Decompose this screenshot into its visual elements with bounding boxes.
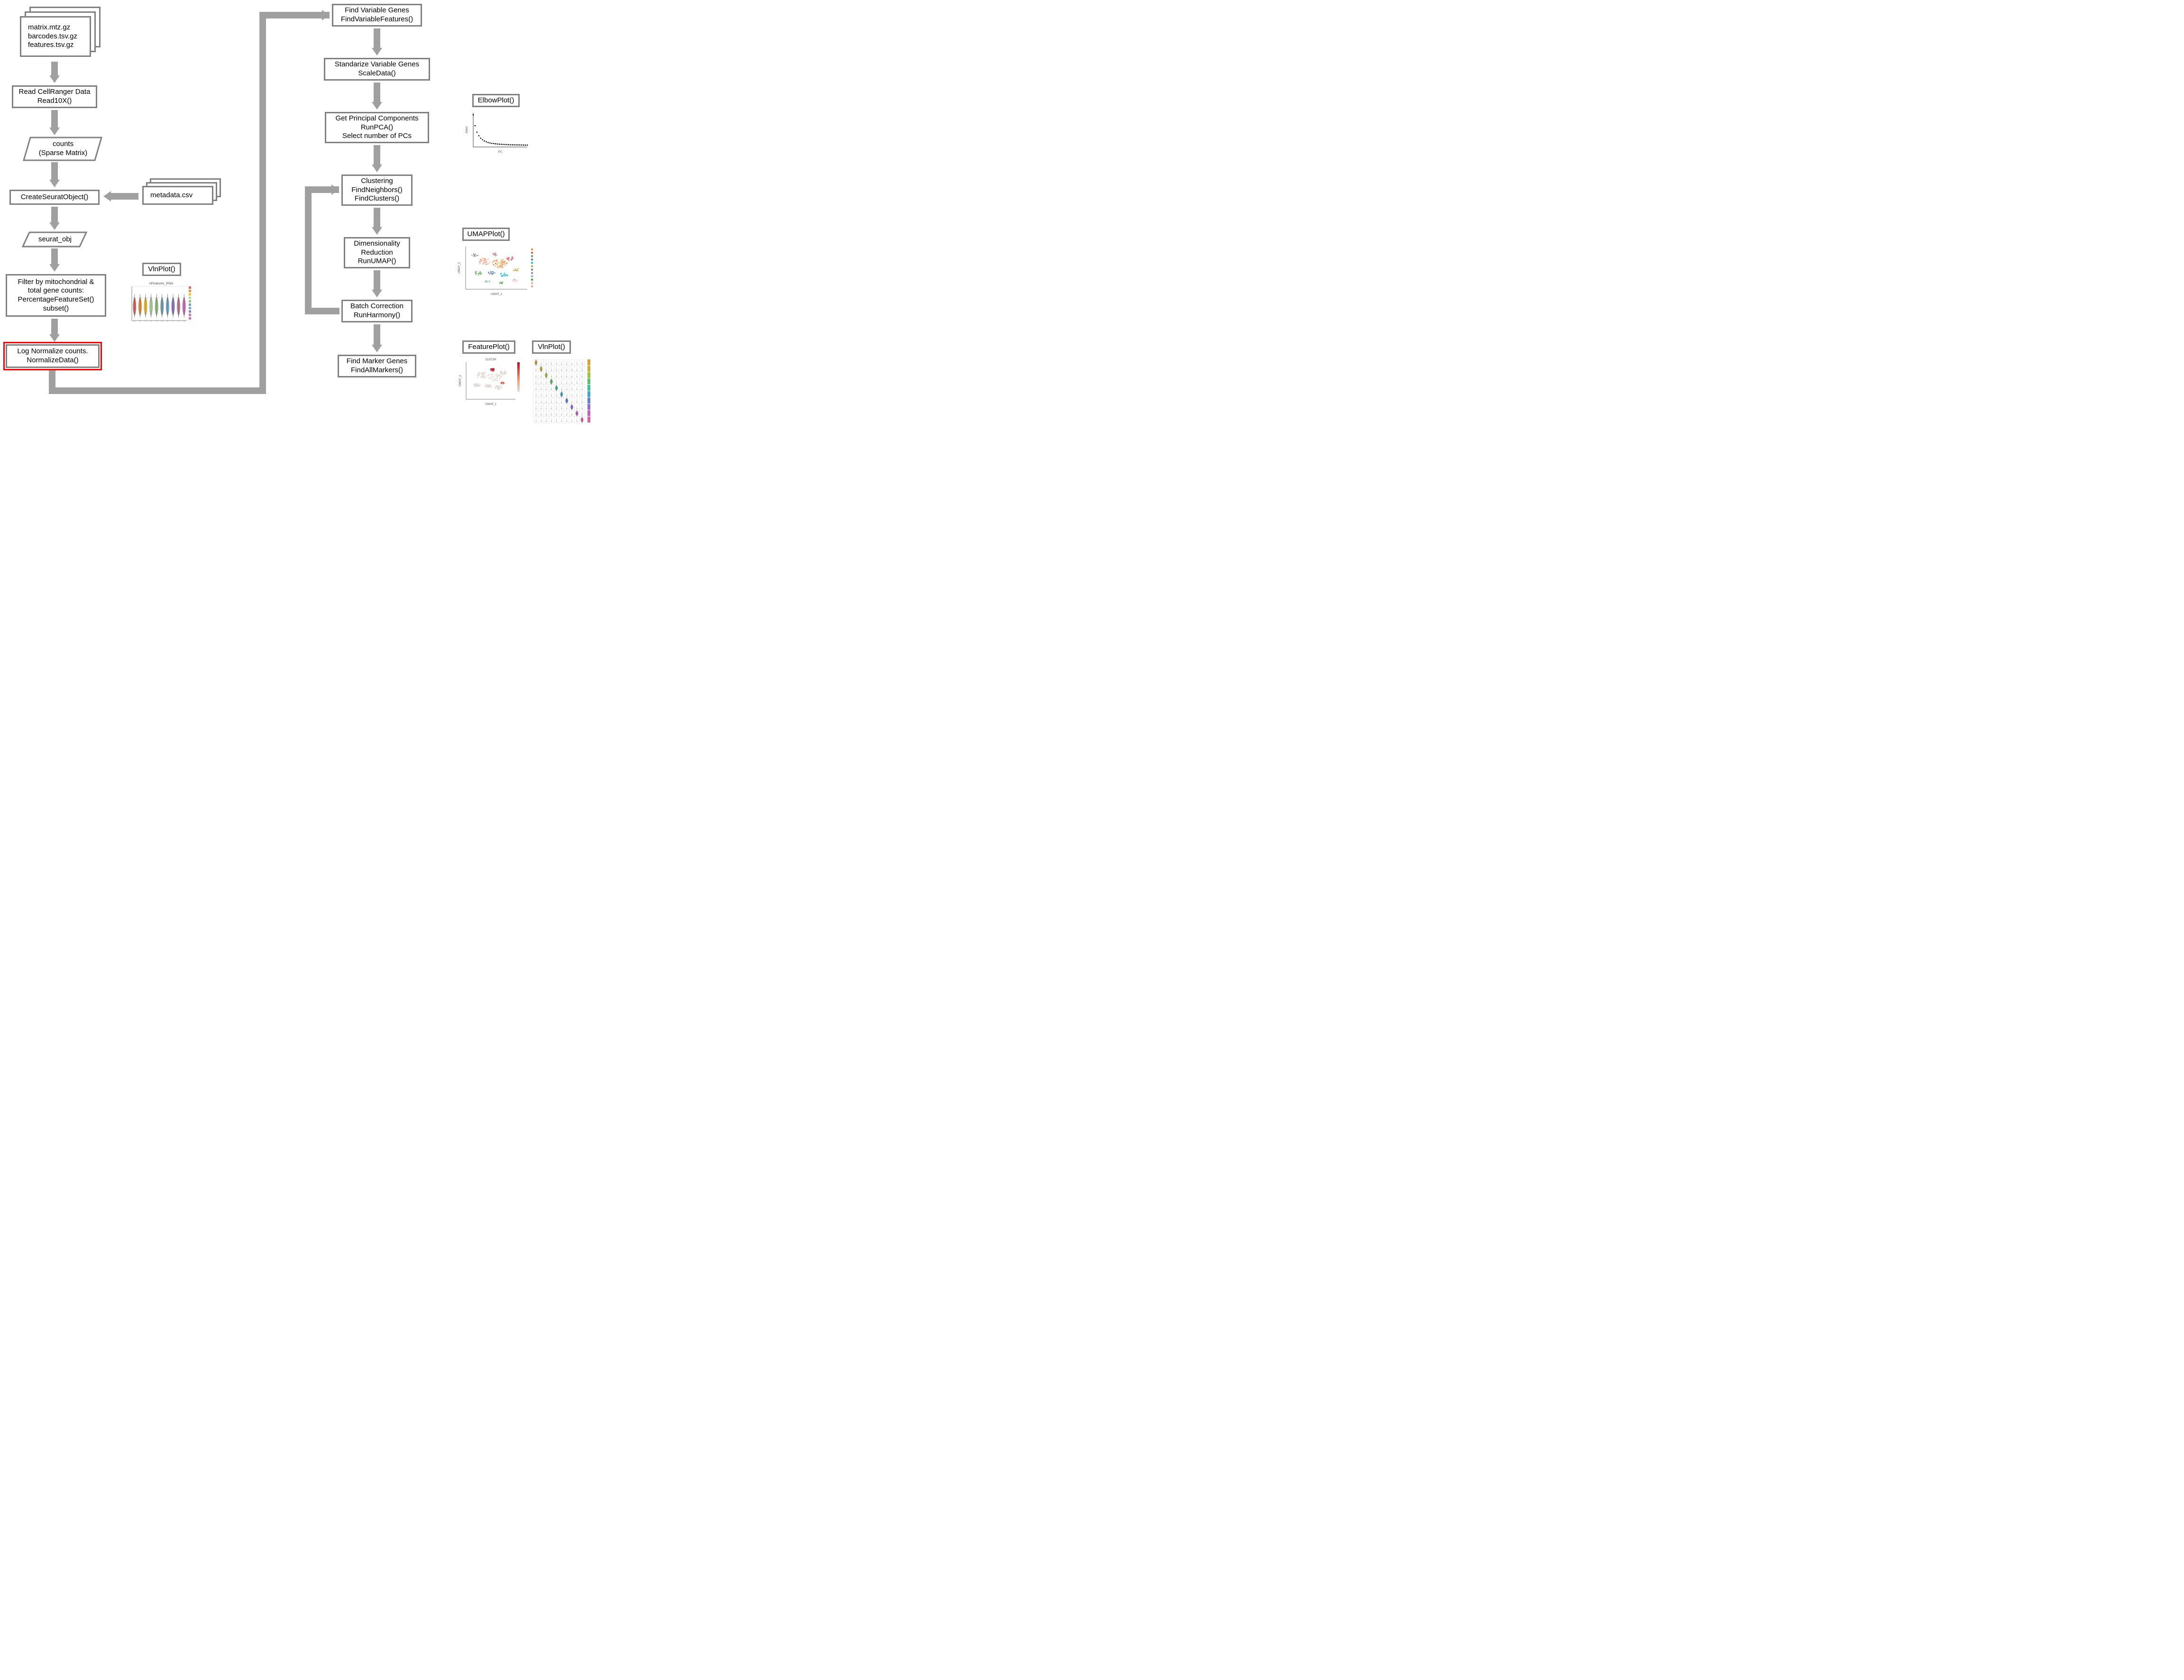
normalize-data-node: Log Normalize counts.NormalizeData() [6,344,100,368]
find-markers-node: Find Marker GenesFindAllMarkers() [338,355,416,377]
featureplot-label: FeaturePlot() [462,340,515,354]
arrow-scale-pca-head [372,102,382,110]
arrow-read10x-counts-head [49,128,60,135]
input-files: matrix.mtz.gzbarcodes.tsv.gzfeatures.tsv… [20,16,91,57]
elbowplot-label: ElbowPlot() [472,94,520,107]
svg-text:CLEC9A: CLEC9A [485,358,496,361]
arrow-batch-markers-head [372,345,382,352]
scale-data-node: Standarize Variable GenesScaleData() [324,58,430,81]
arrow-umap-batch-head [372,290,382,297]
create-seurat-object-node: CreateSeuratObject() [9,190,100,205]
arrow-createseurat-seuratobj-head [49,222,60,230]
seurat-obj-node: seurat_obj [27,232,83,247]
arrow-seuratobj-filter-head [49,264,60,272]
arrow-findvar-scale-head [372,48,382,55]
svg-text:UMAP_1: UMAP_1 [491,293,503,296]
svg-text:nFeatures_RNA: nFeatures_RNA [149,282,174,285]
svg-text:UMAP_2: UMAP_2 [458,262,461,274]
connector-batch-to-cluster-loop-head [331,184,339,195]
batch-correction-node: Batch CorrectionRunHarmony() [341,300,413,322]
vlnplot-thumbnail-1: nFeatures_RNA [123,280,199,327]
connector-norm-to-findvar-head [322,10,330,20]
elbowplot-thumbnail: PC Stdev [464,110,530,154]
umapplot-label: UMAPPlot() [462,228,510,241]
run-pca-node: Get Principal ComponentsRunPCA()Select n… [325,112,429,143]
clustering-node: ClusteringFindNeighbors()FindClusters() [341,174,413,206]
umapplot-thumbnail: UMAP_1 UMAP_2 [456,244,541,296]
connector-batch-to-cluster-loop [308,190,340,311]
vlnplot-label-2: VlnPlot() [532,340,571,354]
arrow-counts-createseurat-head [49,180,60,187]
svg-text:UMAP_1: UMAP_1 [485,403,497,406]
arrow-filter-norm-head [49,334,60,342]
svg-text:UMAP_2: UMAP_2 [459,375,462,386]
vlnplot-thumbnail-2 [529,357,595,428]
arrow-pca-cluster-head [372,165,382,172]
svg-text:PC: PC [498,151,503,154]
arrow-metadata-createseurat-head [103,191,111,202]
find-variable-genes-node: Find Variable GenesFindVariableFeatures(… [332,4,422,27]
counts-node: counts(Sparse Matrix) [28,138,99,160]
vlnplot-label-1: VlnPlot() [142,263,181,276]
run-umap-node: DimensionalityReductionRunUMAP() [344,237,410,268]
filter-node: Filter by mitochondrial &total gene coun… [6,274,106,317]
arrow-files-read10x-head [49,75,60,83]
featureplot-thumbnail: CLEC9A UMAP_1 UMAP_2 [458,357,524,406]
svg-text:Stdev: Stdev [466,126,468,133]
metadata-files: metadata.csv [142,186,213,205]
read-cellranger-node: Read CellRanger DataRead10X() [12,85,97,108]
arrow-cluster-umap-head [372,227,382,235]
